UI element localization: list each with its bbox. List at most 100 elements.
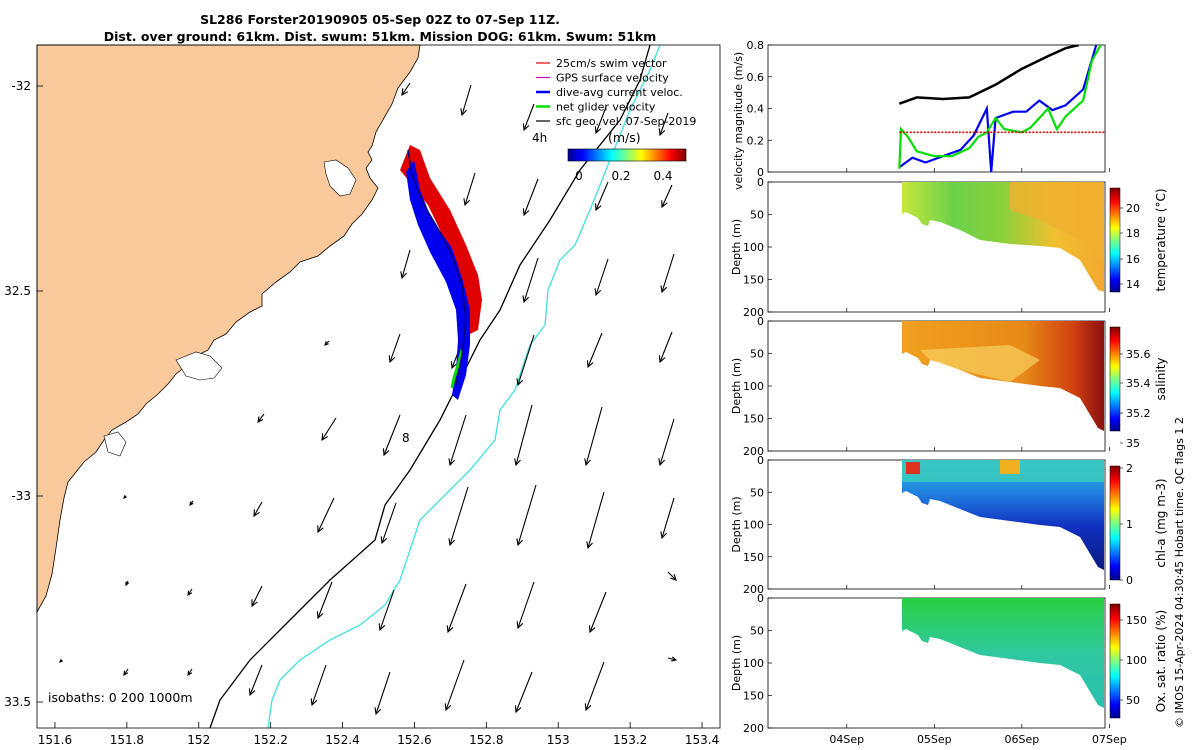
current-arrow xyxy=(464,172,476,206)
map-y-axis: -32 32.5 -33 33.5 xyxy=(4,79,43,709)
current-arrow-head xyxy=(586,360,594,369)
colorbar-tick-label: 35.4 xyxy=(1126,377,1151,390)
depth-tick-label: 200 xyxy=(743,306,764,319)
current-vectors xyxy=(59,82,678,716)
map-frame xyxy=(36,44,721,729)
current-arrow-head xyxy=(400,271,407,280)
current-arrow-head xyxy=(463,198,471,207)
current-arrow-head xyxy=(59,659,63,663)
colorbar-tick-label: 2 xyxy=(1126,462,1133,475)
chla-colorbar xyxy=(1109,465,1121,581)
colorbar-tick-label: 150 xyxy=(1126,614,1147,627)
chla-bloom-patch xyxy=(1000,460,1020,474)
current-arrow-head xyxy=(448,538,456,547)
current-arrow-head xyxy=(522,123,530,132)
current-arrow-head xyxy=(522,295,530,304)
current-arrow xyxy=(595,106,607,134)
map-x-tick-label: 152.6 xyxy=(397,733,431,747)
current-arrow xyxy=(585,406,603,466)
depth-tick-label: 100 xyxy=(743,241,764,254)
current-arrow xyxy=(311,664,327,706)
time-tick-label: 05Sep xyxy=(917,733,952,746)
isobath-1000 xyxy=(267,44,661,729)
current-arrow-head xyxy=(317,525,324,534)
colorbar-tick-label: 0 xyxy=(1126,574,1133,587)
current-arrow xyxy=(449,414,467,466)
temperature-warm-core xyxy=(1010,182,1104,260)
salinity-panel: 0 50 100 150 200 Depth (m) 35 35.2 35.4 35.6salin… xyxy=(730,315,1168,458)
current-arrow xyxy=(447,583,467,633)
colorbar-label: temperature (°C) xyxy=(1154,189,1168,292)
depth-axis-label: Depth (m) xyxy=(730,496,743,552)
speed-colorbar-tick-label: 0.2 xyxy=(611,169,630,183)
current-arrow xyxy=(587,332,603,368)
current-arrow xyxy=(257,413,265,423)
current-arrow-head xyxy=(187,590,193,597)
colorbar-tick-label: 50 xyxy=(1126,694,1140,707)
depth-tick-label: 50 xyxy=(750,625,764,638)
current-arrow xyxy=(401,82,411,96)
legend-label: GPS surface velocity xyxy=(556,72,669,85)
map-y-tick-label: 32.5 xyxy=(4,284,31,298)
current-arrow-head xyxy=(460,108,467,117)
current-arrow xyxy=(251,585,263,607)
current-arrow-head xyxy=(514,705,522,714)
current-arrow xyxy=(661,253,675,293)
depth-tick-label: 50 xyxy=(750,486,764,499)
temperature-colorbar xyxy=(1109,187,1121,293)
map-x-tick-label: 153 xyxy=(547,733,570,747)
current-arrow-head xyxy=(660,285,668,294)
current-arrow-head xyxy=(388,355,396,364)
current-arrow-head xyxy=(253,509,260,518)
current-arrow xyxy=(661,184,673,208)
map-x-tick-label: 153.2 xyxy=(613,733,647,747)
current-arrow xyxy=(317,497,335,533)
current-arrow xyxy=(375,671,391,715)
velocity-series-line xyxy=(898,45,1080,105)
current-arrow xyxy=(595,258,609,296)
gps-track xyxy=(407,149,467,386)
figure-subtitle: Dist. over ground: 61km. Dist. swum: 51k… xyxy=(103,29,657,44)
current-arrow xyxy=(401,249,411,279)
current-arrow-head xyxy=(594,126,602,135)
net-glider-velocity-track xyxy=(450,349,464,389)
current-arrow-head xyxy=(189,501,194,506)
current-arrow xyxy=(379,589,395,631)
colorbar-label: chl-a (mg m-3) xyxy=(1154,478,1168,567)
chla-section xyxy=(902,460,1104,570)
depth-tick-label: 200 xyxy=(743,722,764,735)
current-arrow-head xyxy=(670,574,677,581)
depth-tick-label: 150 xyxy=(743,274,764,287)
colorbar-tick-label: 35.6 xyxy=(1126,348,1151,361)
current-arrow-head xyxy=(123,670,129,677)
current-arrow-head xyxy=(123,495,127,499)
map-x-tick-label: 151.6 xyxy=(38,733,72,747)
colorbar-label: salinity xyxy=(1154,357,1168,400)
current-arrow xyxy=(383,414,401,456)
speed-colorbar-tick-label: 0 xyxy=(575,169,583,183)
depth-tick-label: 0 xyxy=(757,176,764,189)
current-arrow-head xyxy=(382,448,390,457)
current-arrow-head xyxy=(588,625,596,634)
current-arrow-head xyxy=(380,536,388,545)
current-arrow-head xyxy=(401,88,409,97)
time-label: 4h xyxy=(532,131,547,145)
current-arrow xyxy=(249,664,263,696)
dive-avg-current-swath xyxy=(406,160,470,400)
current-arrow xyxy=(449,486,469,546)
current-arrow-head xyxy=(187,670,193,677)
depth-tick-label: 100 xyxy=(743,380,764,393)
colorbar-tick-label: 20 xyxy=(1126,202,1140,215)
current-arrow-head xyxy=(251,599,258,608)
depth-axis-label: Depth (m) xyxy=(730,219,743,275)
colorbar-tick-label: 35.2 xyxy=(1126,407,1151,420)
current-arrow xyxy=(515,671,533,713)
current-arrow-head xyxy=(516,621,524,630)
velocity-panel: 0 0.2 0.4 0.6 0.8 velocity magnitude (m/s) xyxy=(732,39,1106,190)
depth-tick-label: 0 xyxy=(757,592,764,605)
map-x-tick-label: 152 xyxy=(187,733,210,747)
current-arrow xyxy=(667,657,677,661)
current-arrow-head xyxy=(671,656,678,662)
current-arrow xyxy=(523,103,535,131)
current-arrow-head xyxy=(374,707,382,716)
